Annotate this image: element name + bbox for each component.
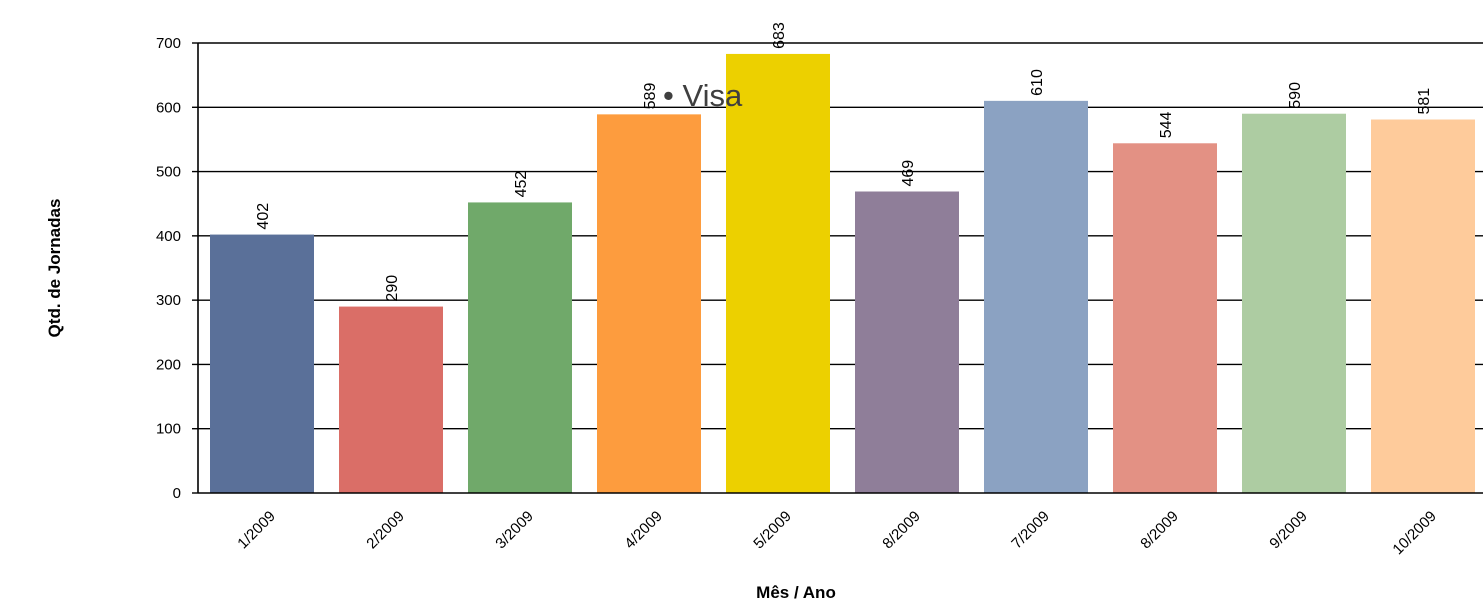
x-tick-label: 8/2009 — [1137, 508, 1181, 552]
x-tick-label: 7/2009 — [1008, 508, 1052, 552]
x-tick-label: 1/2009 — [234, 508, 278, 552]
bar — [855, 191, 959, 493]
y-tick-label: 400 — [156, 228, 181, 245]
y-tick-labels: 0 100 200 300 400 500 600 700 — [156, 35, 181, 502]
bar — [984, 100, 1088, 493]
bar-value-label: 610 — [1029, 69, 1046, 96]
y-tick-label: 0 — [173, 485, 181, 502]
bar-value-label: 290 — [384, 275, 401, 302]
x-axis-title: Mês / Ano — [756, 583, 836, 602]
y-axis-title: Qtd. de Jornadas — [45, 199, 64, 338]
y-tick-label: 600 — [156, 99, 181, 116]
y-tick-label: 500 — [156, 164, 181, 181]
bar-value-label: 452 — [513, 171, 530, 198]
y-tick-label: 300 — [156, 292, 181, 309]
bar — [1242, 113, 1346, 493]
bar-value-label: 581 — [1416, 88, 1433, 115]
bar-value-label: 469 — [900, 160, 917, 187]
y-tick-label: 100 — [156, 421, 181, 438]
value-labels: 402 290 452 589 683 469 610 544 590 581 — [255, 22, 1433, 301]
bar — [597, 114, 701, 493]
bar-value-label: 589 — [642, 83, 659, 110]
y-tick-label: 200 — [156, 356, 181, 373]
bar-value-label: 402 — [255, 203, 272, 230]
x-tick-labels: 1/2009 2/2009 3/2009 4/2009 5/2009 8/2009 7/20… — [234, 508, 1439, 558]
bar — [726, 53, 830, 494]
x-tick-label: 5/2009 — [750, 508, 794, 552]
x-tick-label: 8/2009 — [879, 508, 923, 552]
y-tick-label: 700 — [156, 35, 181, 52]
bar-value-label: 544 — [1158, 111, 1175, 138]
bar-value-label: 590 — [1287, 82, 1304, 109]
x-tick-label: 10/2009 — [1389, 508, 1439, 558]
x-tick-label: 2/2009 — [363, 508, 407, 552]
bar — [468, 202, 572, 493]
x-tick-label: 9/2009 — [1266, 508, 1310, 552]
x-tick-label: 3/2009 — [492, 508, 536, 552]
bar — [1371, 119, 1475, 493]
bar — [339, 306, 443, 493]
bar-value-label: 683 — [771, 22, 788, 49]
axes — [192, 42, 1483, 494]
overlay-bullet-text: • Visa — [663, 78, 743, 113]
x-tick-label: 4/2009 — [621, 508, 665, 552]
bar — [210, 234, 314, 494]
bars — [210, 53, 1475, 494]
bar — [1113, 143, 1217, 494]
